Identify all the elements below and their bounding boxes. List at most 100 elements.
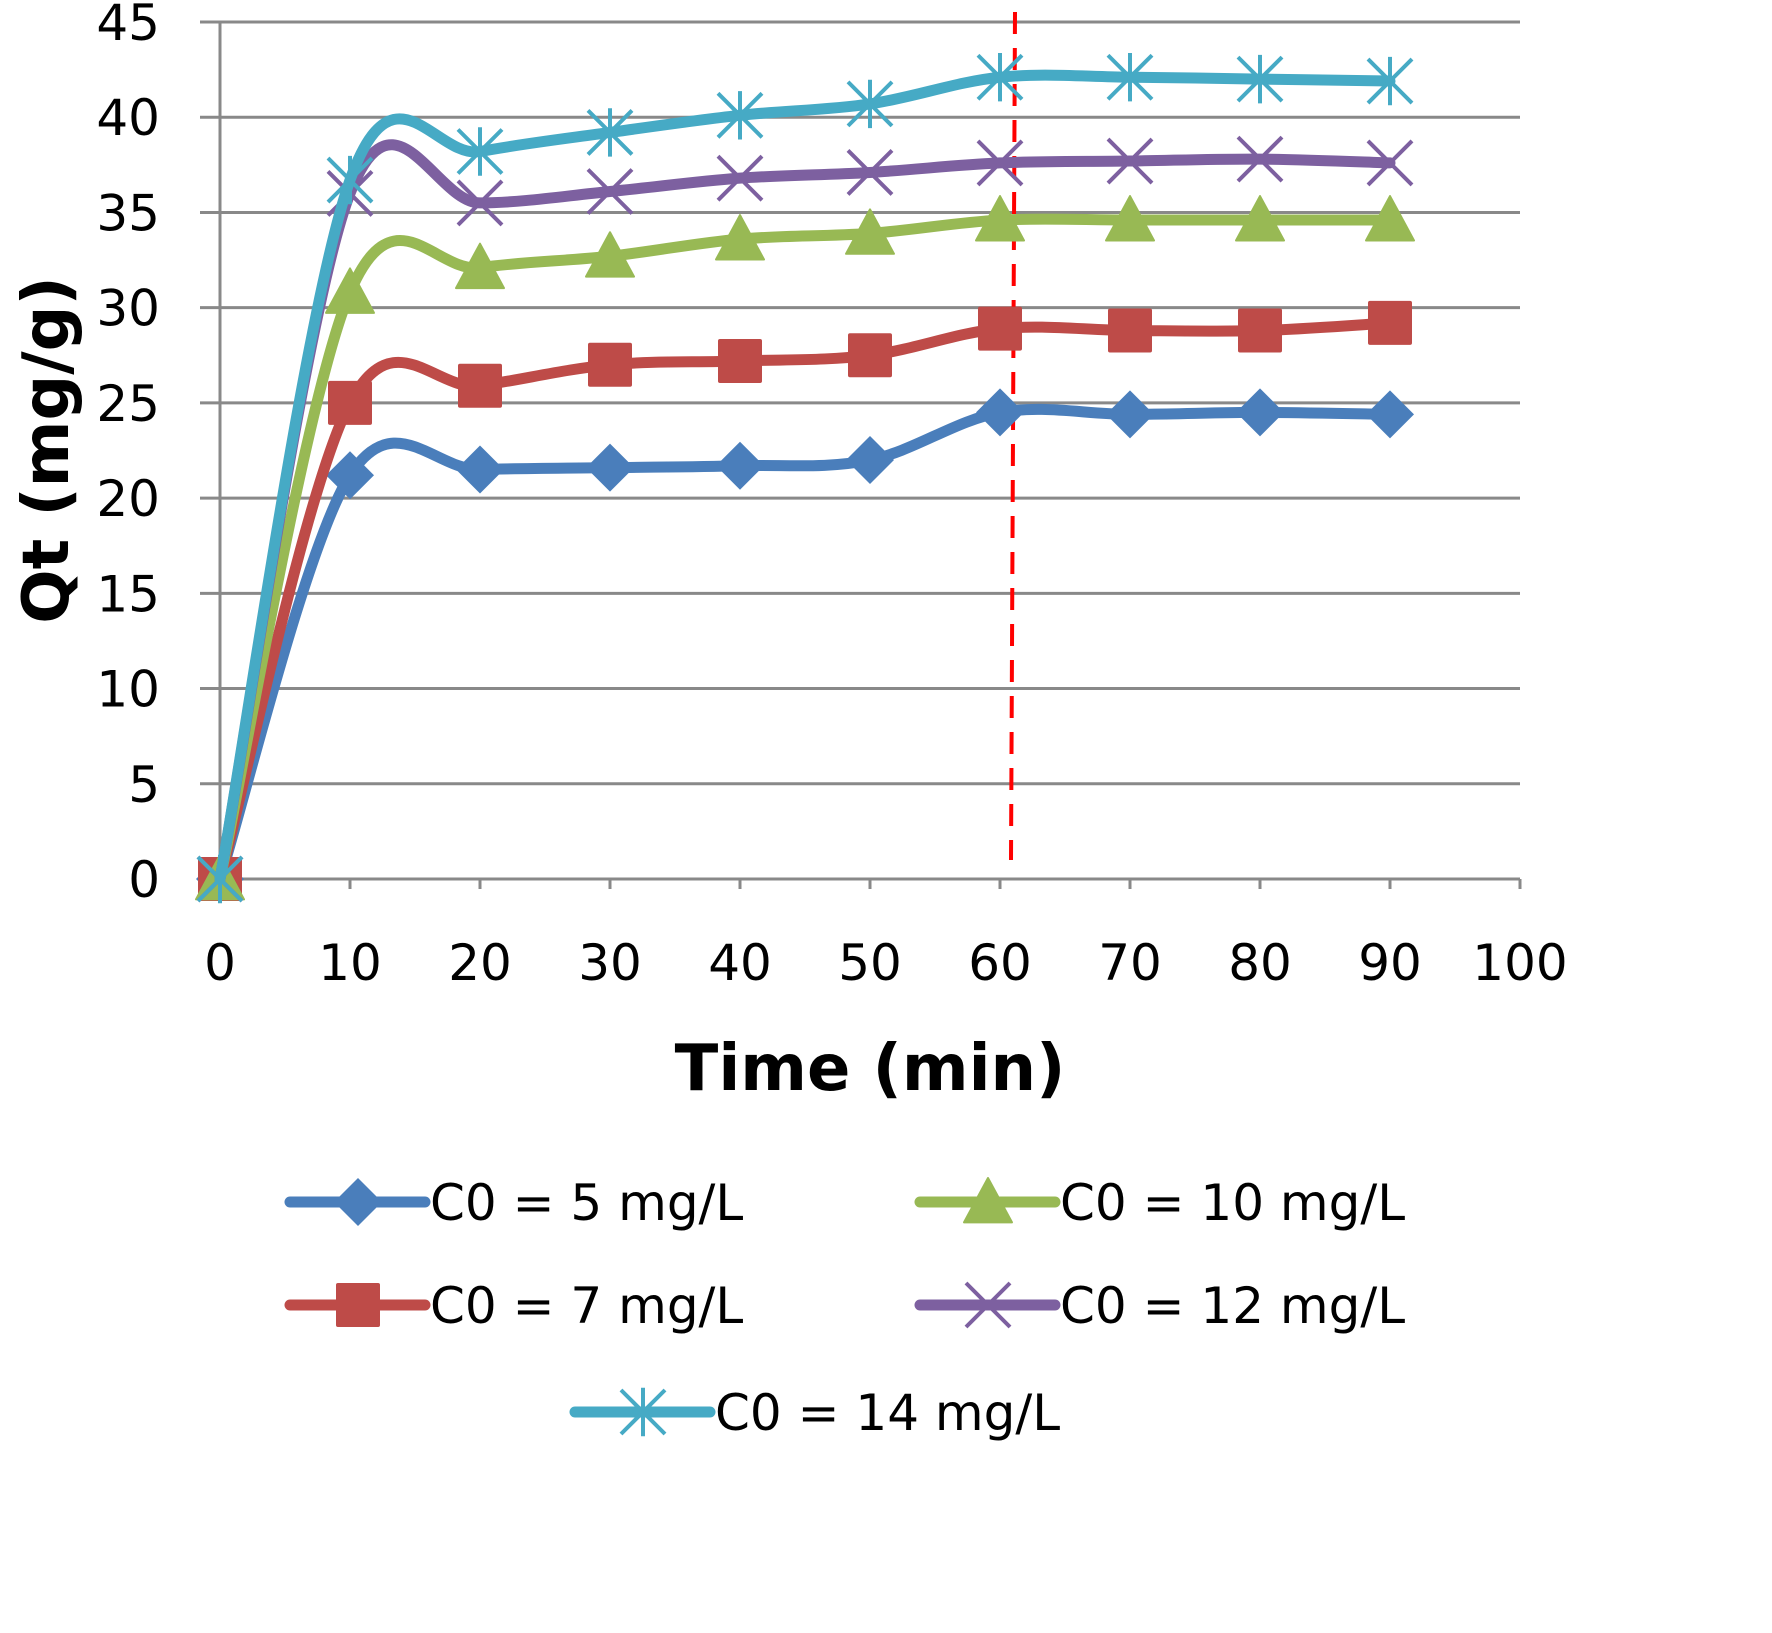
y-tick-label: 10 [96,661,160,719]
data-point [586,108,634,157]
data-point [1106,390,1154,439]
data-point [975,195,1025,242]
grid [200,20,1520,786]
legend-swatch-marker [334,1178,382,1226]
data-point [978,306,1022,351]
y-tick-label: 20 [96,470,160,528]
series-line [214,403,1396,885]
data-point [326,155,374,205]
y-tick-label: 45 [96,0,160,52]
series-line [214,139,1396,885]
data-point [1236,135,1284,183]
x-tick-labels: 0 10 20 30 40 50 60 70 80 90 100 [204,934,1568,992]
series-2 [198,300,1412,901]
data-point [976,139,1024,187]
legend-item: C0 = 7 mg/L [284,1277,743,1335]
legend-swatch-marker [963,1177,1013,1224]
data-point [1236,388,1284,437]
series-group [195,53,1415,904]
data-point [585,231,635,278]
data-point [1368,300,1412,345]
series-1 [196,388,1414,903]
data-point [715,214,765,261]
legend-label: C0 = 5 mg/L [430,1174,743,1232]
x-axis-title: Time (min) [675,1032,1066,1106]
data-point [456,445,504,494]
data-point [716,91,764,140]
data-point [848,333,892,378]
y-tick-label: 35 [96,184,160,242]
x-tick-label: 10 [318,934,382,992]
data-point [1105,195,1155,242]
x-tick-label: 30 [578,934,642,992]
legend-item: C0 = 10 mg/L [914,1174,1405,1232]
data-point [1366,56,1414,106]
data-point [718,338,762,383]
x-tick-label: 40 [708,934,772,992]
legend: C0 = 5 mg/L C0 = 10 mg/L C0 = 7 mg/L C0 = 1… [284,1174,1405,1442]
legend-item: C0 = 5 mg/L [284,1174,743,1232]
data-point [1366,139,1414,187]
data-point [586,443,634,492]
legend-label: C0 = 14 mg/L [715,1384,1060,1442]
x-tick-label: 60 [968,934,1032,992]
data-point [976,388,1024,437]
series-3 [195,195,1415,901]
y-tick-label: 15 [96,565,160,623]
data-point [1106,137,1154,185]
data-point [325,267,375,314]
data-point [1108,308,1152,353]
data-point [455,242,505,290]
y-tick-label: 40 [96,89,160,147]
data-point [846,149,894,196]
y-axis-title: Qt (mg/g) [10,276,84,623]
data-point [1238,308,1282,353]
data-point [846,436,894,485]
data-point [716,441,764,490]
annotations [1009,11,1017,861]
data-point [456,179,504,227]
y-tick-label: 5 [128,756,160,814]
x-tick-label: 20 [448,934,512,992]
legend-swatch-marker [336,1283,380,1327]
data-point [196,854,244,904]
y-tick-label: 0 [128,851,160,909]
data-point [716,154,764,202]
data-point [1235,195,1285,242]
data-point [588,342,632,387]
series-line [214,317,1396,885]
data-point [976,53,1024,102]
legend-item: C0 = 14 mg/L [569,1384,1060,1442]
legend-label: C0 = 12 mg/L [1060,1277,1405,1335]
series-line [214,69,1396,885]
data-point [845,208,895,255]
x-tick-label: 90 [1358,934,1422,992]
data-point [1106,53,1154,102]
series-5 [196,53,1414,904]
data-point [1366,390,1414,439]
data-point [1365,195,1415,242]
data-point [846,79,894,129]
x-tick-label: 70 [1098,934,1162,992]
y-tick-label: 25 [96,375,160,433]
reference-dashed-line [1009,11,1017,861]
x-tick-label: 100 [1472,934,1567,992]
legend-label: C0 = 7 mg/L [430,1277,743,1335]
data-point [328,380,372,425]
data-point [456,127,504,176]
data-point [326,451,374,500]
legend-swatch-marker [964,1281,1012,1329]
series-line [214,213,1396,885]
data-point [586,168,634,215]
legend-swatch-marker [619,1387,667,1437]
y-tick-labels: 0 5 10 15 20 25 30 35 40 45 [96,0,160,909]
data-point [1236,54,1284,104]
x-tick-label: 50 [838,934,902,992]
x-tick-label: 80 [1228,934,1292,992]
y-tick-label: 30 [96,280,160,338]
legend-label: C0 = 10 mg/L [1060,1174,1405,1232]
data-point [458,363,502,408]
legend-item: C0 = 12 mg/L [914,1277,1405,1335]
x-tick-label: 0 [204,934,236,992]
